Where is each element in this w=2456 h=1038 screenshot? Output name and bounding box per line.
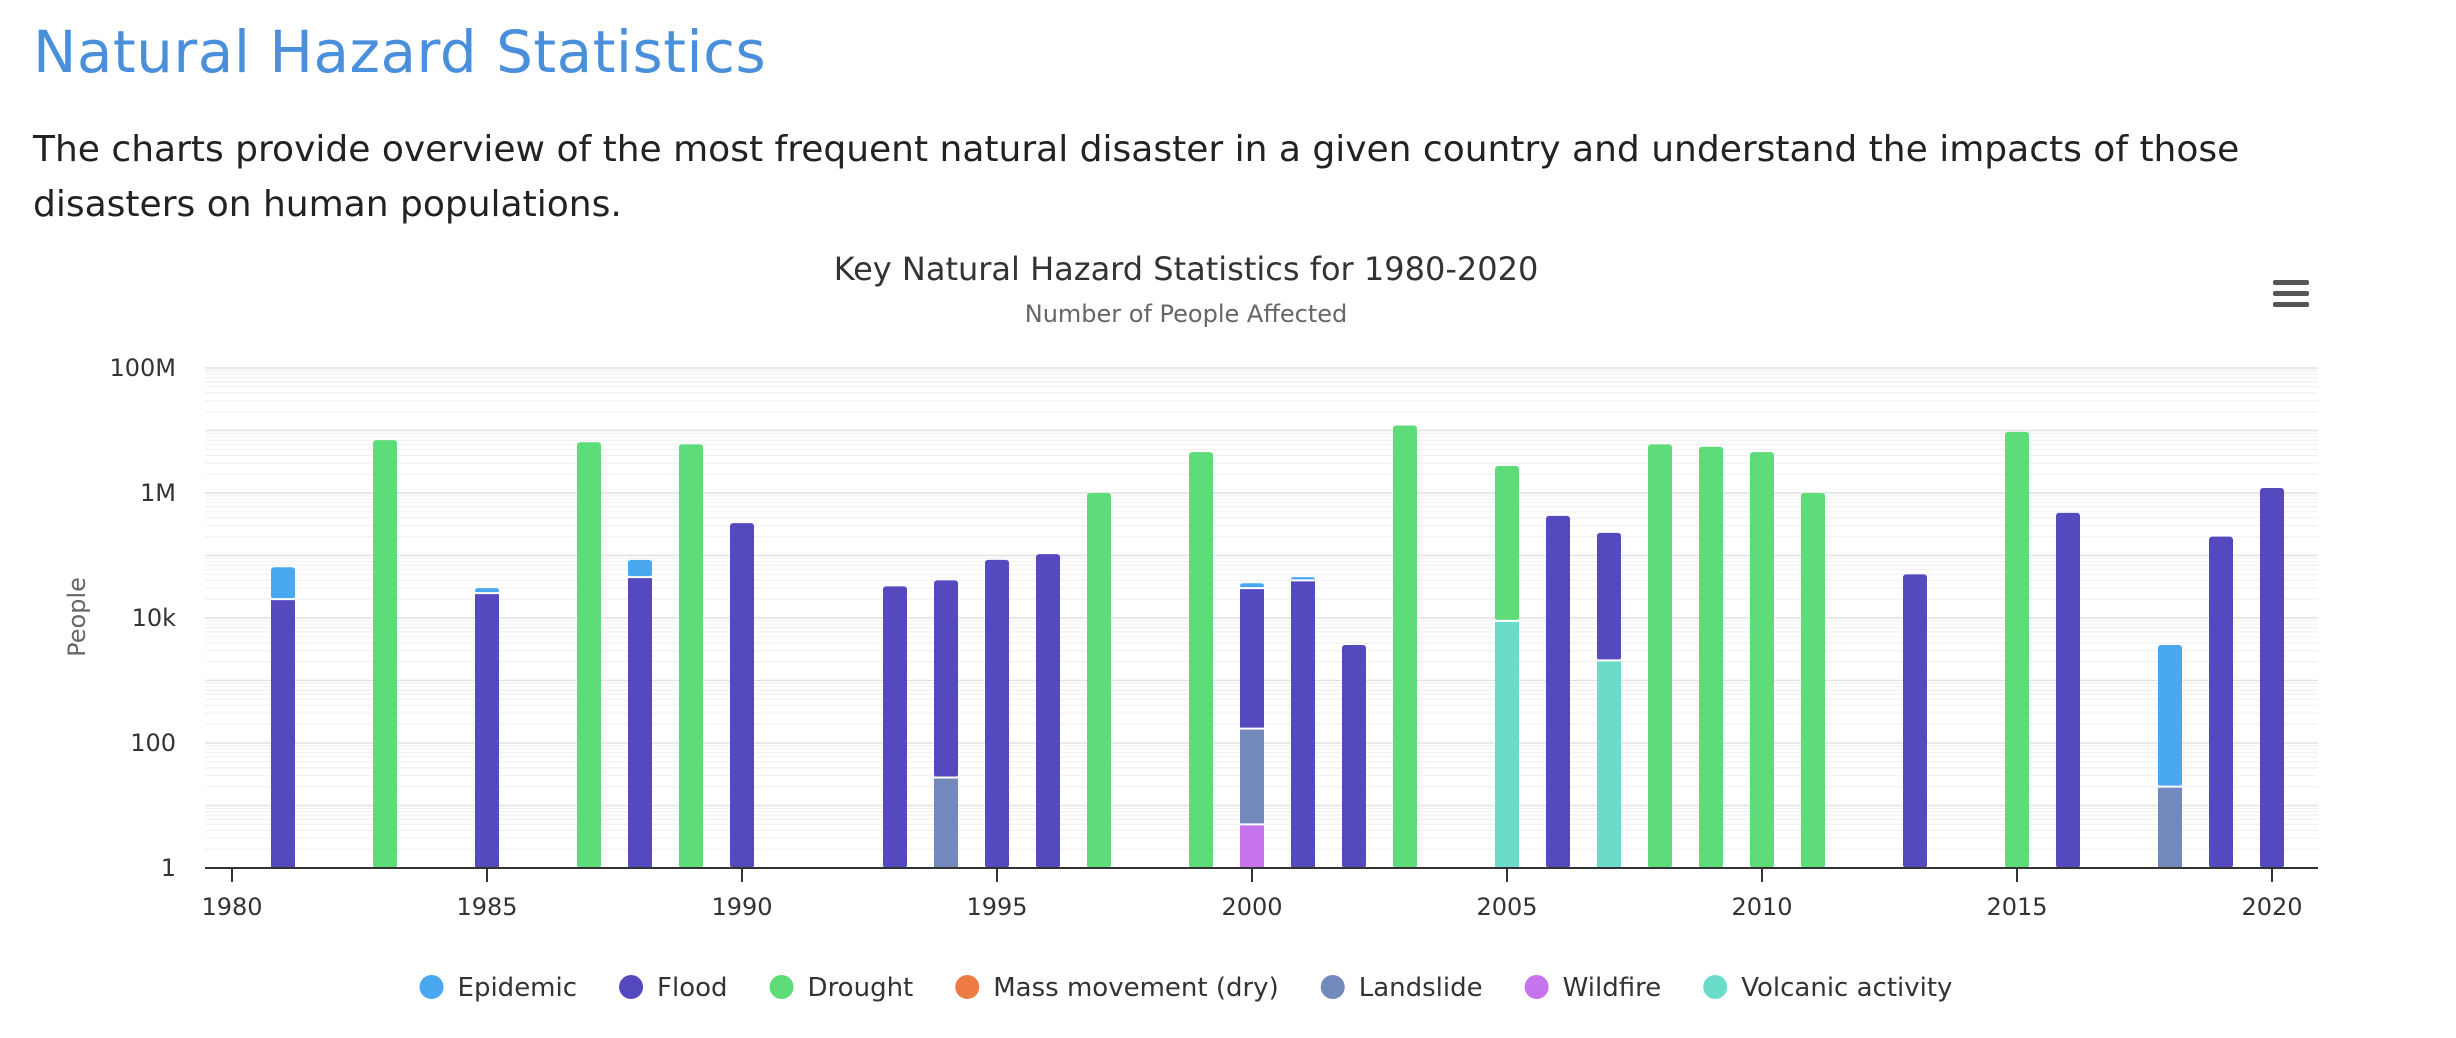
bar-segment-flood[interactable]: [934, 580, 958, 778]
bar-segment-wildfire[interactable]: [1240, 824, 1264, 868]
bar-segment-flood[interactable]: [985, 559, 1009, 868]
bar-segment-epidemic[interactable]: [271, 567, 295, 600]
legend-marker: [769, 975, 794, 999]
legend-item-epidemic[interactable]: Epidemic: [419, 973, 578, 1003]
y-tick-label: 10k: [132, 604, 177, 632]
bar-segment-flood[interactable]: [1903, 574, 1927, 868]
legend-marker: [1703, 975, 1728, 999]
menu-line-icon: [2273, 301, 2309, 307]
y-tick-label: 1: [161, 854, 176, 882]
x-tick-label: 2010: [1731, 893, 1792, 921]
legend-marker: [955, 975, 980, 999]
bar-segment-flood[interactable]: [2260, 488, 2284, 868]
bar-segment-drought[interactable]: [577, 442, 601, 868]
bar-segment-flood[interactable]: [1546, 515, 1570, 868]
legend-item-drought[interactable]: Drought: [769, 973, 914, 1003]
legend-item-wildfire[interactable]: Wildfire: [1524, 973, 1662, 1003]
chart-menu-button[interactable]: [2268, 270, 2314, 316]
bar-segment-flood[interactable]: [1240, 588, 1264, 729]
y-axis-title: People: [63, 577, 91, 657]
bar-segment-drought[interactable]: [1189, 452, 1213, 868]
legend-label: Drought: [808, 973, 914, 1003]
bar-segment-flood[interactable]: [1597, 532, 1621, 661]
hazard-chart: 1980 1985 1990 1995 2000 2005 2010 2015 2020 1 100…: [63, 250, 2318, 1003]
legend-marker: [419, 975, 444, 999]
bar-segment-drought[interactable]: [1087, 493, 1111, 868]
bar-segment-landslide[interactable]: [2158, 786, 2182, 868]
bar-segment-landslide[interactable]: [1240, 728, 1264, 825]
chart-text: People Key Natural Hazard Statistics for …: [63, 250, 1538, 657]
x-tick-label: 1985: [456, 893, 517, 921]
bar-segment-drought[interactable]: [373, 440, 397, 868]
x-tick-label: 2020: [2241, 893, 2302, 921]
bar-segment-flood[interactable]: [2209, 536, 2233, 868]
legend-label: Wildfire: [1563, 973, 1662, 1003]
bar-segment-flood[interactable]: [883, 586, 907, 868]
bar-segment-drought[interactable]: [1750, 452, 1774, 868]
legend-label: Flood: [657, 973, 728, 1003]
intro-paragraph: The charts provide overview of the most …: [33, 129, 2240, 225]
bar-segment-epidemic[interactable]: [1240, 583, 1264, 589]
bar-segment-drought[interactable]: [2005, 431, 2029, 868]
legend-item-volcanic-activity[interactable]: Volcanic activity: [1703, 973, 1952, 1003]
bar-segment-flood[interactable]: [1342, 644, 1366, 868]
bar-segment-flood[interactable]: [1036, 554, 1060, 868]
bar-segment-landslide[interactable]: [934, 777, 958, 868]
bar-segment-flood[interactable]: [628, 577, 652, 868]
legend-marker: [1320, 975, 1345, 999]
legend-item-landslide[interactable]: Landslide: [1320, 973, 1483, 1003]
bar-segment-flood[interactable]: [2056, 512, 2080, 868]
chart-container: 1980 1985 1990 1995 2000 2005 2010 2015 2020 1 100…: [0, 240, 2456, 1038]
page-title: Natural Hazard Statistics: [33, 18, 767, 86]
bar-segment-drought[interactable]: [1801, 493, 1825, 868]
legend-marker: [1524, 975, 1549, 999]
x-tick-label: 2005: [1476, 893, 1537, 921]
y-tick-label: 100M: [109, 354, 176, 382]
bar-segment-epidemic[interactable]: [628, 559, 652, 578]
legend-label: Mass movement (dry): [993, 973, 1278, 1003]
legend-item-flood[interactable]: Flood: [619, 973, 728, 1003]
bar-segment-epidemic[interactable]: [2158, 644, 2182, 787]
bar-segment-epidemic[interactable]: [475, 588, 499, 594]
legend-label: Volcanic activity: [1741, 973, 1952, 1003]
x-tick-label: 2015: [1986, 893, 2047, 921]
chart-title: Key Natural Hazard Statistics for 1980-2…: [834, 250, 1539, 288]
bar-segment-drought[interactable]: [1393, 425, 1417, 868]
bar-segment-flood[interactable]: [271, 599, 295, 868]
bar-segment-volcanic-activity[interactable]: [1495, 620, 1519, 868]
x-tick-label: 2000: [1221, 893, 1282, 921]
chart-subtitle: Number of People Affected: [1025, 300, 1348, 328]
bar-segment-drought[interactable]: [1699, 446, 1723, 868]
x-tick-label: 1995: [966, 893, 1027, 921]
bar-segment-flood[interactable]: [475, 593, 499, 868]
axes: 1980 1985 1990 1995 2000 2005 2010 2015 2020 1 100…: [109, 354, 2318, 921]
bar-segment-flood[interactable]: [730, 523, 754, 868]
y-tick-label: 1M: [140, 479, 176, 507]
bar-segment-drought[interactable]: [1495, 466, 1519, 621]
bar-segment-drought[interactable]: [679, 444, 703, 868]
bars: [271, 425, 2284, 868]
legend: Epidemic Flood Drought Mass movement (dry) L…: [419, 973, 1952, 1003]
x-tick-label: 1990: [711, 893, 772, 921]
bar-segment-volcanic-activity[interactable]: [1597, 660, 1621, 868]
legend-label: Landslide: [1359, 973, 1483, 1003]
bar-segment-flood[interactable]: [1291, 580, 1315, 868]
legend-marker: [619, 975, 644, 999]
menu-line-icon: [2273, 279, 2309, 285]
legend-label: Epidemic: [458, 973, 578, 1003]
legend-item-mass-movement-dry[interactable]: Mass movement (dry): [955, 973, 1279, 1003]
bar-segment-drought[interactable]: [1648, 444, 1672, 868]
x-tick-label: 1980: [201, 893, 262, 921]
y-tick-label: 100: [130, 729, 176, 757]
menu-line-icon: [2273, 290, 2309, 296]
